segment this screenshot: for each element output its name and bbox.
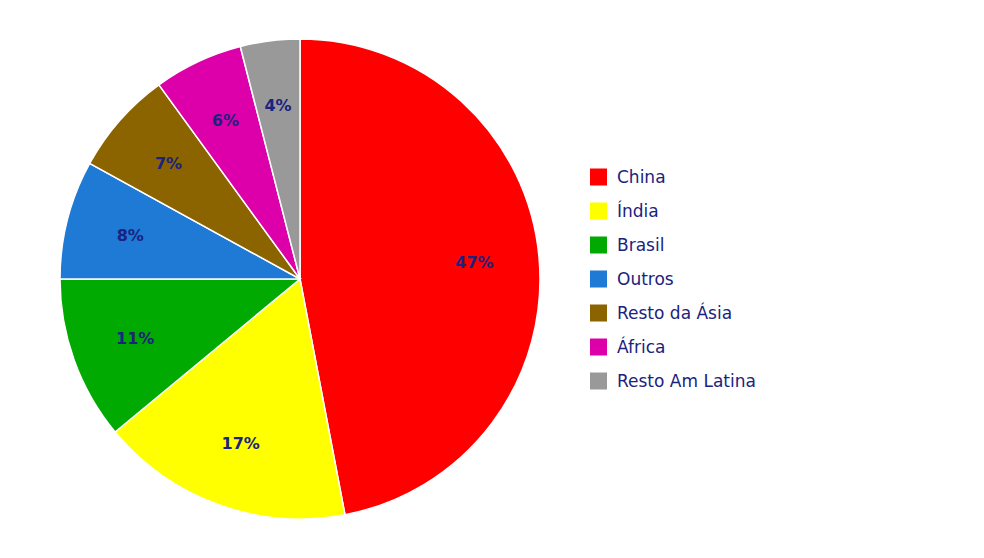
legend-swatch — [590, 169, 607, 186]
legend: China Índia Brasil Outros Resto da Ásia Áfric… — [590, 167, 756, 391]
data-label: 17% — [222, 434, 260, 453]
data-label: 6% — [212, 111, 239, 130]
legend-swatch — [590, 373, 607, 390]
legend-swatch — [590, 237, 607, 254]
slices — [60, 39, 540, 519]
legend-label: Brasil — [617, 235, 664, 255]
pie-slice — [60, 279, 300, 432]
legend-label: África — [617, 336, 666, 357]
chart: 47% 17% 11% 8% 7% 6% 4% China Índia Brasil Outros R… — [0, 0, 984, 558]
data-label: 11% — [116, 329, 154, 348]
chart-container: 47% 17% 11% 8% 7% 6% 4% China Índia Brasil Outros R… — [0, 0, 984, 558]
legend-swatch — [590, 305, 607, 322]
legend-swatch — [590, 271, 607, 288]
data-labels: 47% 17% 11% 8% 7% 6% 4% — [116, 96, 494, 454]
background — [0, 0, 984, 558]
legend-label: Resto Am Latina — [617, 371, 756, 391]
data-label: 7% — [155, 154, 182, 173]
pie-slice — [300, 39, 540, 515]
pie-slice — [240, 39, 300, 279]
legend-label: Outros — [617, 269, 674, 289]
legend-label: China — [617, 167, 666, 187]
data-label: 8% — [117, 226, 144, 245]
data-label: 4% — [264, 96, 291, 115]
legend-swatch — [590, 339, 607, 356]
legend-label: Índia — [617, 200, 659, 221]
legend-swatch — [590, 203, 607, 220]
legend-label: Resto da Ásia — [617, 302, 732, 323]
data-label: 47% — [455, 253, 493, 272]
